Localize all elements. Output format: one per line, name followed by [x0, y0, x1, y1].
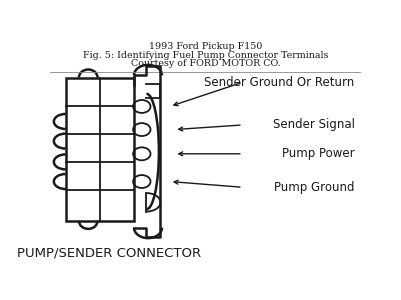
Text: Pump Ground: Pump Ground: [274, 181, 355, 194]
Text: Courtesy of FORD MOTOR CO.: Courtesy of FORD MOTOR CO.: [131, 59, 280, 68]
Text: 1993 Ford Pickup F150: 1993 Ford Pickup F150: [149, 42, 262, 51]
Text: Sender Ground Or Return: Sender Ground Or Return: [205, 76, 355, 89]
Bar: [66, 78, 134, 221]
Text: PUMP/SENDER CONNECTOR: PUMP/SENDER CONNECTOR: [17, 247, 201, 260]
Text: Pump Power: Pump Power: [282, 147, 355, 160]
Text: Sender Signal: Sender Signal: [273, 118, 355, 131]
Text: Fig. 5: Identifying Fuel Pump Connector Terminals: Fig. 5: Identifying Fuel Pump Connector …: [83, 51, 328, 60]
